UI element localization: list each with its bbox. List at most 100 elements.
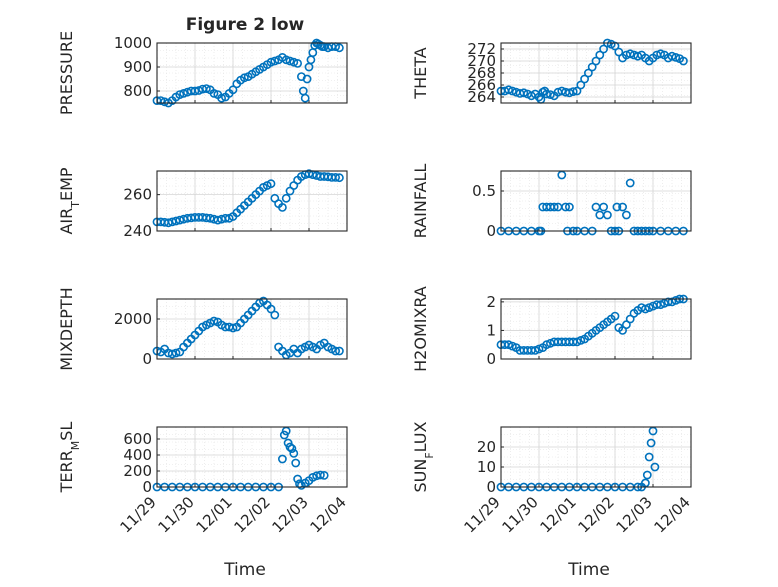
x-tick-label: 12/04 [651,493,694,536]
data-point [289,448,299,458]
axes-box [500,170,692,232]
y-tick-label: 266 [467,76,496,94]
data-point [285,56,295,66]
axes-box [156,170,348,232]
data-point [568,87,578,96]
data-point [270,310,280,320]
y-tick-label: 2 [486,293,496,311]
y-tick-label: 240 [123,222,152,240]
data-point [614,47,624,57]
data-point [171,348,181,358]
data-point [519,88,529,98]
y-axis-label: MIXDEPTH [57,287,76,370]
data-point [576,80,586,90]
data-point [599,202,608,212]
y-tick-label: 200 [123,462,152,480]
y-tick-label: 800 [123,82,152,100]
data-point [319,470,329,480]
axes-box [156,42,348,104]
data-point [287,444,297,453]
data-point [610,311,620,321]
y-tick-label: 400 [123,446,152,464]
data-point [175,90,185,99]
x-tick-label: 12/03 [613,493,656,536]
data-point [228,323,238,333]
data-point [281,55,291,65]
axes-box [156,298,348,360]
subplot-rainfall: 0 0.5 RAINFALL [411,164,692,240]
data-point [289,57,299,67]
data-point [646,438,656,448]
data-point [190,86,200,96]
y-tick-label: 0.5 [472,182,496,200]
data-point [650,462,660,472]
x-tick-label: 12/02 [231,493,274,536]
y-axis-label: PRESSURE [57,31,76,115]
y-tick-label: 0 [486,222,496,240]
data-point [266,57,276,67]
subplot-h2omixra: 0 1 2 H2OMIXRA [411,286,692,372]
data-point [587,62,597,72]
data-point [671,53,681,62]
data-point [572,86,582,96]
data-point [315,470,325,480]
y-tick-label: 272 [467,40,496,58]
subplot-mixdepth: 0 2000 MIXDEPTH [57,287,348,371]
y-axis-label: TERRMSL [57,422,82,494]
data-point [625,178,635,188]
x-tick-label: 12/04 [307,493,350,536]
data-point [656,49,665,59]
y-tick-label: 10 [477,458,496,476]
data-point [625,49,635,59]
data-point [302,74,312,84]
x-tick-label: 11/29 [117,493,160,536]
y-axis-label: H2OMIXRA [411,286,430,372]
data-point [277,202,287,212]
x-tick-label: 12/01 [537,493,580,536]
data-point [667,51,677,61]
data-point [580,74,589,84]
y-tick-label: 0 [486,350,496,368]
x-tick-label: 11/30 [499,493,542,536]
y-tick-label: 1000 [114,34,152,52]
x-tick-label: 11/30 [155,493,198,536]
data-point [266,304,276,314]
data-point [679,56,688,66]
data-point [603,210,612,220]
data-point [293,59,302,68]
axes-box [500,42,692,104]
data-point [622,210,631,220]
data-point [612,202,622,212]
y-tick-label: 260 [123,186,152,204]
data-point [334,173,344,183]
x-tick-label: 12/01 [193,493,236,536]
data-point [584,68,593,78]
figure-title: Figure 2 low [186,15,305,35]
y-axis-label: THETA [411,47,430,99]
data-point [595,50,605,60]
data-point [546,90,555,99]
data-point [239,73,249,83]
x-tick-label: 12/03 [269,493,312,536]
data-point [228,85,238,95]
y-tick-label: 2000 [114,310,152,328]
data-point [209,89,219,98]
data-point [217,93,226,103]
data-point [293,474,302,484]
y-tick-label: 0 [142,478,152,496]
data-point [179,89,188,98]
data-point [281,193,291,203]
data-point [334,346,344,356]
data-point [599,44,608,54]
y-tick-label: 20 [477,438,496,456]
data-point [591,56,601,66]
x-axis-label-right: Time [567,560,610,580]
data-point [300,93,310,103]
data-point [266,179,276,189]
y-tick-label: 900 [123,58,152,76]
data-point [285,442,295,452]
data-point [209,316,219,326]
data-point [618,202,627,212]
